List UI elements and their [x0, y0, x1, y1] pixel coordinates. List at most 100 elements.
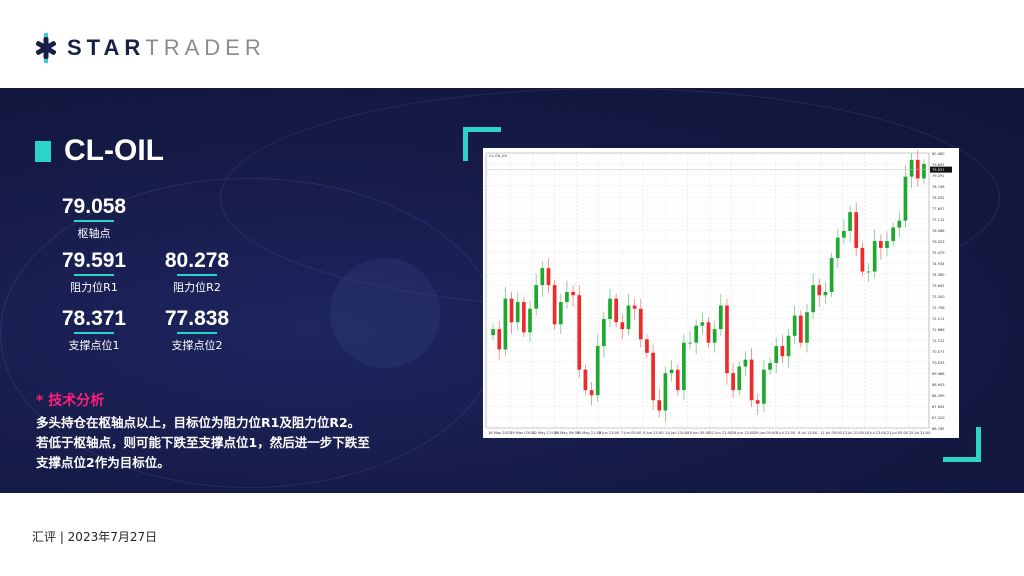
y-tick-label: 72.211: [932, 317, 945, 321]
y-tick-label: 76.568: [932, 229, 945, 233]
background-circle: [330, 258, 440, 368]
candle-body: [872, 241, 877, 272]
pivot-level: 79.058 枢轴点: [49, 195, 139, 241]
r1-value: 79.591: [61, 249, 127, 272]
y-tick-label: 75.479: [932, 251, 945, 255]
x-tick-label: 2 Jun 13:00: [599, 431, 620, 435]
s2-value: 77.838: [164, 307, 230, 330]
y-tick-label: 79.835: [932, 163, 945, 167]
pivot-label: 枢轴点: [77, 227, 111, 240]
candle-body: [632, 305, 637, 309]
candle-body: [768, 363, 772, 370]
candle-body: [915, 159, 920, 179]
y-tick-label: 79.291: [932, 174, 945, 178]
s2-label: 支撑点位2: [171, 339, 223, 352]
candle-body: [897, 220, 902, 228]
y-tick-label: 69.488: [932, 372, 945, 376]
candle-body: [712, 329, 717, 343]
candle-body: [602, 319, 606, 347]
y-tick-label: 66.765: [932, 427, 945, 431]
x-tick-label: 13 Jul 21:00: [842, 431, 864, 435]
x-tick-label: 25 Jul 21:00: [909, 431, 931, 435]
candle-body: [737, 366, 742, 391]
y-tick-label: 70.033: [932, 361, 945, 365]
candle-body: [823, 291, 828, 296]
x-tick-label: 3 Jul 21:00: [776, 431, 796, 435]
candle-body: [891, 227, 895, 242]
y-tick-label: 73.845: [932, 284, 945, 288]
candle-body: [682, 342, 686, 391]
brand-star: STAR: [67, 35, 146, 60]
candle-body: [515, 302, 520, 323]
candle-body: [522, 302, 526, 333]
s1-value: 78.371: [61, 307, 127, 330]
y-tick-label: 77.112: [932, 218, 945, 222]
y-tick-label: 70.577: [932, 350, 945, 354]
y-tick-label: 74.934: [932, 262, 945, 266]
candle-body: [491, 329, 495, 336]
candle-body: [583, 369, 588, 391]
price-chart: 80.380 79.835 79.291 78.746 78.202 77.657 77.1…: [483, 148, 959, 438]
s1-level: 78.371 支撑点位1: [49, 307, 139, 353]
x-tick-label: 29 Jun 05:00: [754, 431, 778, 435]
candle-body: [780, 346, 785, 357]
candle-body: [645, 339, 649, 353]
candle-body: [503, 298, 508, 350]
candle-body: [694, 325, 699, 343]
brand-trader: TRADER: [145, 35, 266, 60]
y-tick-label: 68.943: [932, 383, 945, 387]
x-tick-label: 30 May 21:00: [577, 431, 602, 435]
candle-body: [885, 241, 889, 248]
candle-body: [540, 268, 545, 286]
candle-body: [854, 212, 859, 248]
plot-area: [485, 152, 930, 429]
candle-body: [546, 268, 551, 286]
candle-body: [552, 285, 557, 325]
candle-body: [614, 298, 619, 323]
analysis-line: 支撑点位2作为目标位。: [36, 455, 170, 470]
x-tick-label: 18 Jul 13:00: [865, 431, 887, 435]
analysis-line: 若低于枢轴点，则可能下跌至支撑点位1，然后进一步下跌至: [36, 435, 370, 450]
x-tick-label: 16 May 2023: [488, 431, 511, 435]
candle-body: [848, 212, 852, 231]
candle-body: [922, 163, 926, 179]
y-tick-label: 76.023: [932, 240, 945, 244]
candle-body: [811, 285, 815, 313]
candle-body: [608, 298, 612, 320]
y-tick-label: 67.854: [932, 405, 945, 409]
candle-body: [577, 295, 582, 370]
candle-body: [663, 373, 668, 411]
pivot-value: 79.058: [61, 195, 127, 218]
candle-body: [565, 291, 569, 303]
x-tick-label: 11 Jul 05:00: [820, 431, 842, 435]
candle-body: [626, 305, 631, 330]
candle-body: [798, 315, 803, 343]
y-tick-label: 77.657: [932, 207, 945, 211]
r2-label: 阻力位R2: [173, 281, 221, 294]
x-tick-label: 9 Jun 21:00: [643, 431, 664, 435]
corner-bracket-bottom-right: [943, 427, 981, 462]
x-tick-label: 6 Jul 13:00: [798, 431, 818, 435]
candle-body: [878, 241, 883, 248]
candle-body: [669, 369, 674, 374]
r2-level: 80.278 阻力位R2: [152, 249, 242, 295]
x-tick-label: 22 May 17:00: [532, 431, 557, 435]
candle-body: [718, 305, 723, 330]
y-tick-label: 73.300: [932, 295, 945, 299]
x-tick-label: 14 Jun 13:00: [665, 431, 689, 435]
candle-body: [657, 400, 662, 411]
candle-body: [731, 373, 735, 391]
current-price-tag: [930, 166, 952, 173]
candle-body: [700, 322, 705, 326]
y-tick-label: 71.666: [932, 328, 945, 332]
analysis-text: 多头持仓在枢轴点以上，目标位为阻力位R1及阻力位R2。 若低于枢轴点，则可能下跌…: [36, 413, 370, 473]
title-marker: [35, 141, 51, 162]
candle-body: [638, 308, 643, 340]
candle-body: [866, 271, 871, 273]
candle-body: [534, 285, 539, 309]
candle-body: [743, 359, 748, 367]
y-tick-label: 71.122: [932, 339, 945, 343]
candle-body: [509, 298, 514, 323]
y-tick-label: 74.389: [932, 273, 945, 277]
x-tick-label: 19 May 03:00: [510, 431, 535, 435]
